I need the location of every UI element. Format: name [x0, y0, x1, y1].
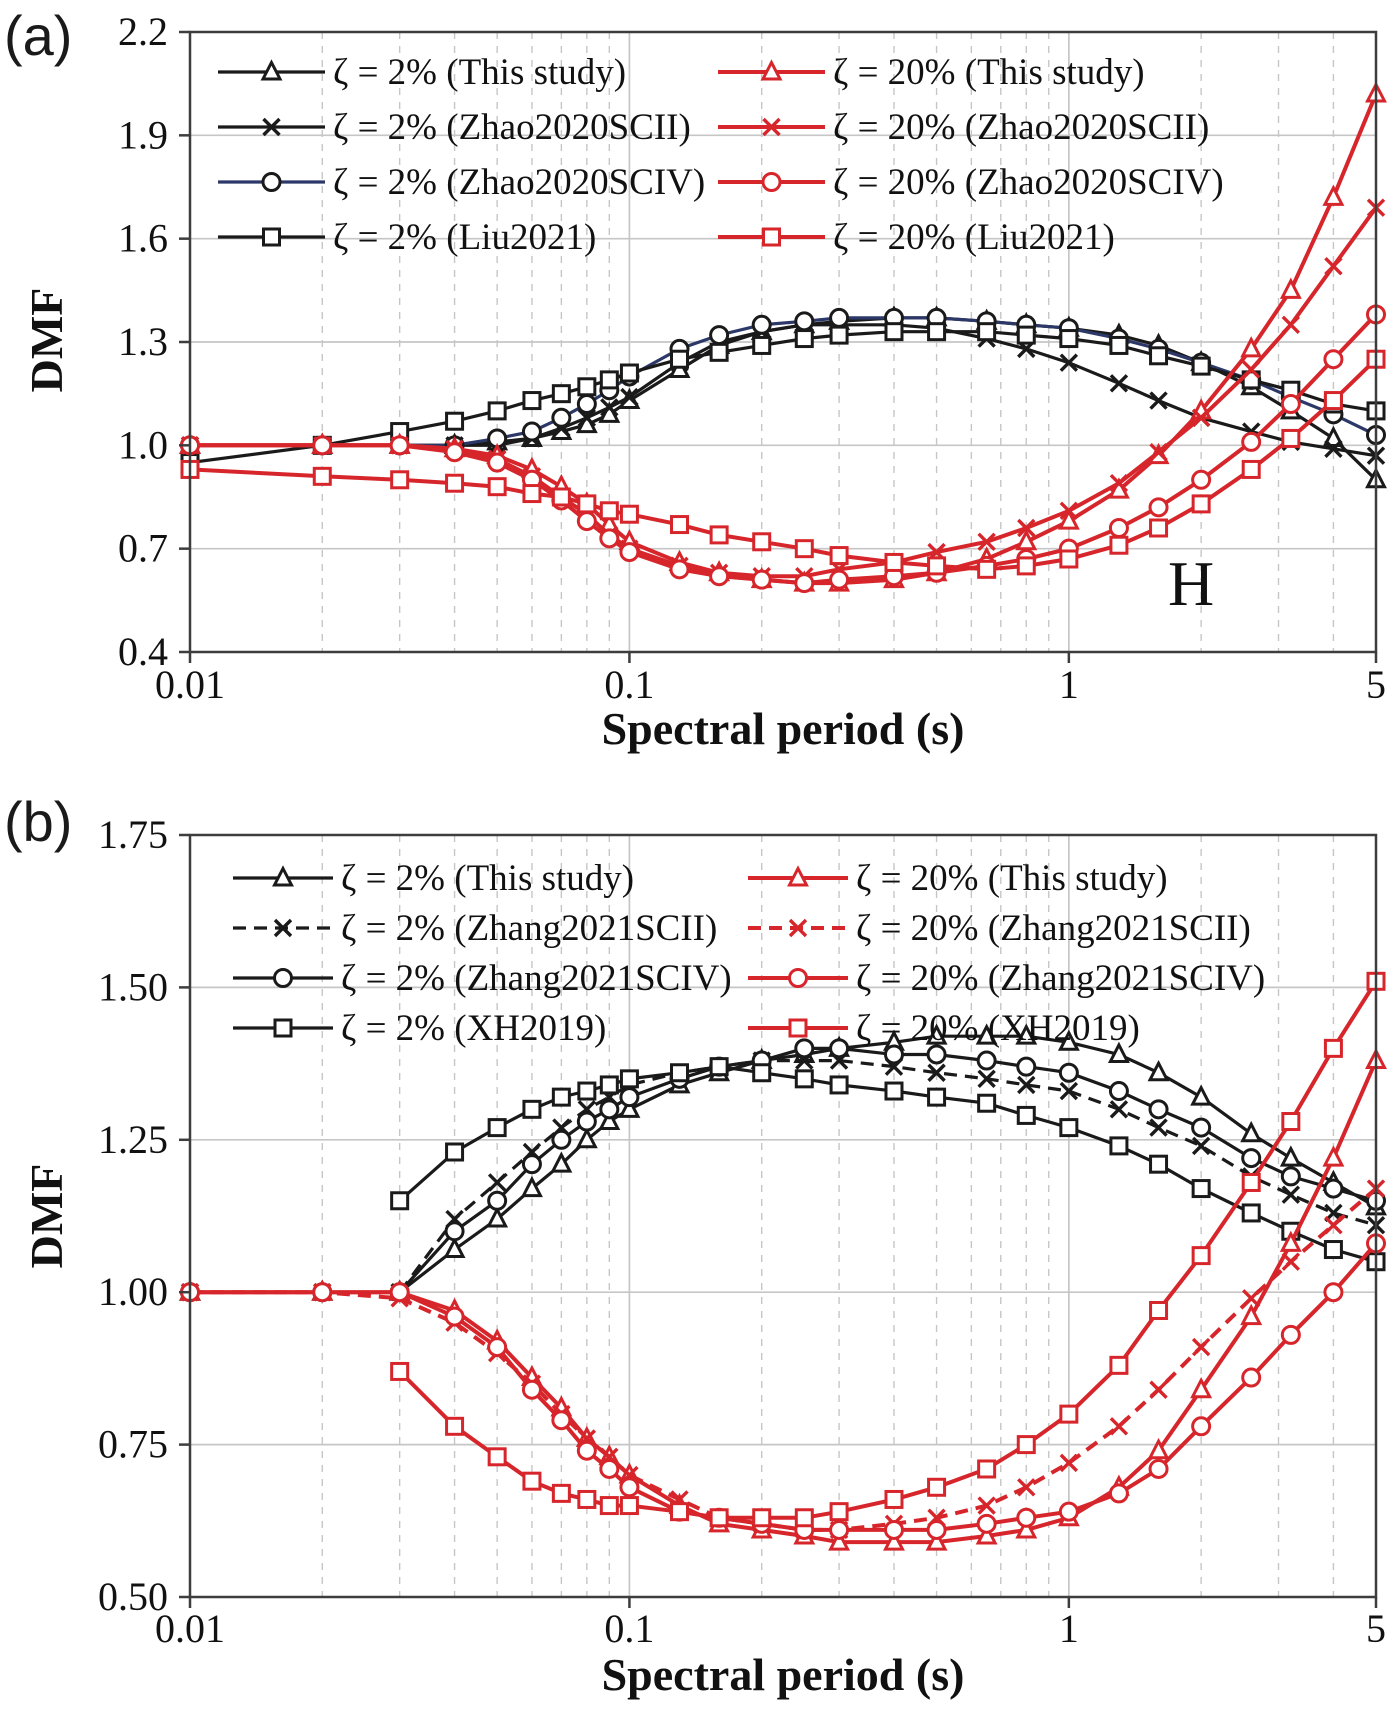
legend-item-2-liu2021: ζ = 2% (Liu2021) [218, 217, 596, 258]
legend-item-20-zhao2020scii: ζ = 20% (Zhao2020SCII) [718, 107, 1209, 148]
svg-text:1.3: 1.3 [118, 319, 168, 364]
svg-text:ζ = 2% (Zhao2020SCIV): ζ = 2% (Zhao2020SCIV) [333, 162, 705, 203]
series-2-xh2019 [390, 1057, 1386, 1272]
legend-item-20-liu2021: ζ = 20% (Liu2021) [718, 217, 1115, 258]
series-20-zhang2021scii [180, 1179, 1386, 1540]
svg-text:1.75: 1.75 [98, 812, 168, 857]
legend-item-2-this-study: ζ = 2% (This study) [218, 52, 626, 93]
y-axis-ticks: 0.4 0.7 1.0 1.3 1.6 1.9 2.2 [118, 9, 190, 674]
panel-b-plot: 0.01 0.1 1 5 0.50 0.75 1.00 1.25 1.50 1.75 ζ = 2% … [98, 812, 1387, 1651]
panel-a-x-axis-title: Spectral period (s) [601, 703, 965, 754]
svg-text:1.50: 1.50 [98, 964, 168, 1009]
svg-text:0.01: 0.01 [155, 662, 225, 707]
x-axis-ticks: 0.01 0.1 1 5 [155, 1597, 1386, 1651]
series-2-zhao2020scii [180, 315, 1386, 465]
plot-frame [188, 833, 1378, 1599]
svg-text:ζ = 2% (This study): ζ = 2% (This study) [341, 858, 634, 899]
svg-text:0.7: 0.7 [118, 526, 168, 571]
svg-text:ζ = 2% (Liu2021): ζ = 2% (Liu2021) [333, 217, 596, 258]
svg-text:ζ = 20% (This study): ζ = 20% (This study) [856, 858, 1168, 899]
svg-text:ζ = 20% (Liu2021): ζ = 20% (Liu2021) [833, 217, 1115, 258]
legend-item-20-zhang2021sciv: ζ = 20% (Zhang2021SCIV) [748, 958, 1265, 999]
legend-item-2-zhao2020sciv: ζ = 2% (Zhao2020SCIV) [218, 162, 705, 203]
svg-text:0.4: 0.4 [118, 629, 168, 674]
svg-text:2.2: 2.2 [118, 9, 168, 54]
panel-a-corner-label: H [1168, 548, 1215, 619]
svg-text:ζ = 2% (Zhao2020SCII): ζ = 2% (Zhao2020SCII) [333, 107, 691, 148]
svg-text:1.6: 1.6 [118, 216, 168, 261]
legend-item-2-zhang2021scii: ζ = 2% (Zhang2021SCII) [233, 908, 717, 949]
svg-text:ζ = 20% (Zhang2021SCIV): ζ = 20% (Zhang2021SCIV) [856, 958, 1265, 999]
gridlines [190, 835, 1376, 1597]
svg-text:ζ = 20% (Zhao2020SCIV): ζ = 20% (Zhao2020SCIV) [833, 162, 1224, 203]
svg-text:5: 5 [1366, 1606, 1386, 1651]
x-axis-ticks: 0.01 0.1 1 5 [155, 652, 1386, 707]
y-axis-ticks: 0.50 0.75 1.00 1.25 1.50 1.75 [98, 812, 190, 1619]
series-20-liu2021 [180, 349, 1386, 579]
svg-text:0.50: 0.50 [98, 1574, 168, 1619]
series-2-this-study [179, 305, 1387, 489]
svg-text:5: 5 [1366, 662, 1386, 707]
legend-item-20-zhao2020sciv: ζ = 20% (Zhao2020SCIV) [718, 162, 1224, 203]
svg-text:1.00: 1.00 [98, 1269, 168, 1314]
series-2-zhao2020sciv [180, 307, 1386, 456]
panel-b-x-axis-title: Spectral period (s) [601, 1649, 965, 1700]
svg-text:ζ = 20% (XH2019): ζ = 20% (XH2019) [856, 1008, 1140, 1049]
legend-item-20-this-study: ζ = 20% (This study) [718, 52, 1145, 93]
legend-item-2-zhao2020scii: ζ = 2% (Zhao2020SCII) [218, 107, 691, 148]
legend-item-2-zhang2021sciv: ζ = 2% (Zhang2021SCIV) [233, 958, 732, 999]
svg-text:1.25: 1.25 [98, 1117, 168, 1162]
svg-text:1.9: 1.9 [118, 112, 168, 157]
svg-text:1: 1 [1059, 1606, 1079, 1651]
series-20-this-study [179, 81, 1387, 592]
svg-text:ζ = 20% (Zhang2021SCII): ζ = 20% (Zhang2021SCII) [856, 908, 1251, 949]
legend-item-20-xh2019: ζ = 20% (XH2019) [748, 1008, 1140, 1049]
svg-text:ζ = 2% (Zhang2021SCIV): ζ = 2% (Zhang2021SCIV) [341, 958, 732, 999]
svg-text:1.0: 1.0 [118, 422, 168, 467]
svg-text:ζ = 20% (This study): ζ = 20% (This study) [833, 52, 1145, 93]
legend-item-20-this-study: ζ = 20% (This study) [748, 858, 1168, 899]
svg-text:1: 1 [1059, 662, 1079, 707]
svg-text:0.1: 0.1 [604, 662, 654, 707]
svg-text:0.1: 0.1 [604, 1606, 654, 1651]
legend: ζ = 2% (This study) ζ = 2% (Zhao2020SCII)… [218, 52, 1224, 258]
svg-text:ζ = 2% (XH2019): ζ = 2% (XH2019) [341, 1008, 606, 1049]
svg-text:0.01: 0.01 [155, 1606, 225, 1651]
panel-a-plot: 0.01 0.1 1 5 0.4 0.7 1.0 1.3 1.6 1.9 2.2 ζ = 2% (Th… [118, 9, 1387, 707]
svg-text:ζ = 2% (Zhang2021SCII): ζ = 2% (Zhang2021SCII) [341, 908, 717, 949]
legend-item-2-this-study: ζ = 2% (This study) [233, 858, 634, 899]
panel-b-label: (b) [4, 790, 73, 853]
svg-text:ζ = 2% (This study): ζ = 2% (This study) [333, 52, 626, 93]
svg-text:0.75: 0.75 [98, 1422, 168, 1467]
panel-a-label: (a) [4, 4, 73, 67]
legend-item-20-zhang2021scii: ζ = 20% (Zhang2021SCII) [748, 908, 1251, 949]
series-2-liu2021 [180, 322, 1386, 473]
svg-text:ζ = 20% (Zhao2020SCII): ζ = 20% (Zhao2020SCII) [833, 107, 1209, 148]
legend: ζ = 2% (This study) ζ = 2% (Zhang2021SCII… [233, 858, 1265, 1049]
series-20-xh2019 [390, 971, 1386, 1528]
legend-item-2-xh2019: ζ = 2% (XH2019) [233, 1008, 606, 1049]
